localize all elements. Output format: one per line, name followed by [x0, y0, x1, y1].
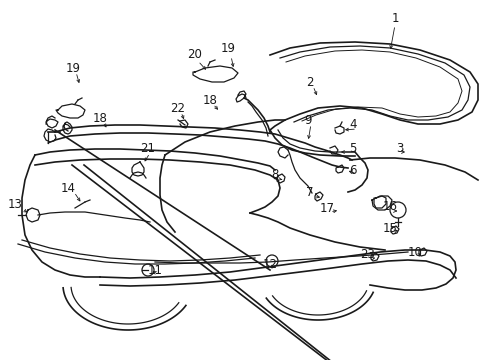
Text: 9: 9: [304, 113, 311, 126]
Text: 23: 23: [360, 248, 375, 261]
Text: 22: 22: [170, 102, 185, 114]
Text: 21: 21: [140, 141, 155, 154]
Text: 20: 20: [187, 49, 202, 62]
Text: 16: 16: [382, 201, 397, 213]
Text: 18: 18: [202, 94, 217, 107]
Text: 12: 12: [262, 258, 277, 271]
Text: 19: 19: [65, 62, 81, 75]
Text: 13: 13: [7, 198, 22, 211]
Text: 4: 4: [348, 118, 356, 131]
Text: 5: 5: [348, 141, 356, 154]
Text: 2: 2: [305, 76, 313, 89]
Text: 6: 6: [348, 163, 356, 176]
Text: 1: 1: [390, 12, 398, 24]
Text: 10: 10: [407, 246, 422, 258]
Text: 17: 17: [319, 202, 334, 215]
Text: 8: 8: [271, 168, 278, 181]
Text: 3: 3: [395, 141, 403, 154]
Text: 15: 15: [382, 221, 397, 234]
Text: 19: 19: [220, 41, 235, 54]
Text: 14: 14: [61, 181, 75, 194]
Text: 7: 7: [305, 185, 313, 198]
Text: 18: 18: [92, 112, 107, 125]
Text: 11: 11: [147, 264, 162, 276]
